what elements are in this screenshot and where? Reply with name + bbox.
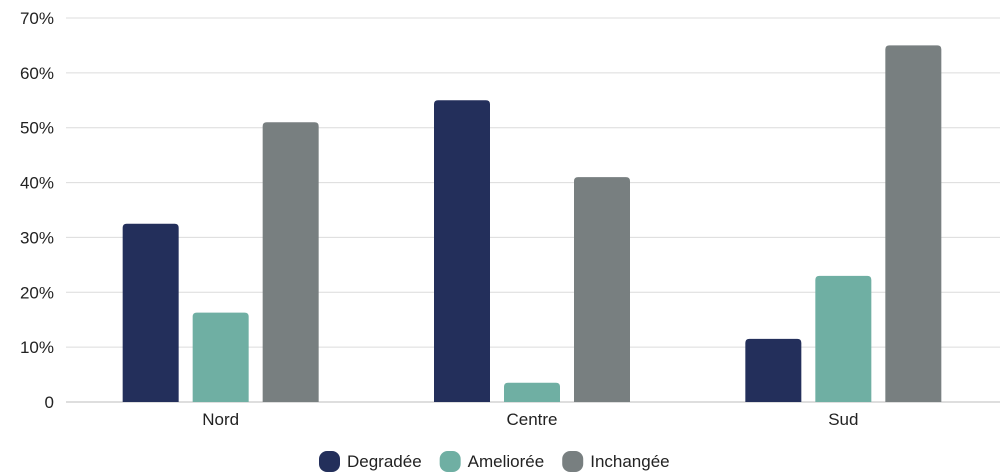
- bar-nord-1: [122, 223, 179, 402]
- bar-sud-1: [745, 338, 802, 402]
- legend-swatch: [439, 451, 461, 472]
- y-axis-ticks: 0 10% 20% 30% 40% 50% 60% 70%: [20, 9, 54, 412]
- bars: [122, 45, 942, 403]
- x-category-label: Centre: [506, 410, 557, 429]
- y-tick-label: 10%: [20, 338, 54, 357]
- bar-centre-3: [574, 177, 630, 402]
- legend: Degradée Ameliorée Inchangée: [319, 451, 670, 472]
- legend-label: Degradée: [347, 452, 422, 471]
- x-category-label: Nord: [202, 410, 239, 429]
- bar-nord-2: [192, 312, 249, 402]
- bar-centre-1: [434, 100, 490, 403]
- y-tick-label: 50%: [20, 119, 54, 138]
- bar-centre-2: [504, 382, 560, 402]
- legend-label: Ameliorée: [468, 452, 545, 471]
- y-tick-label: 20%: [20, 283, 54, 302]
- y-tick-label: 70%: [20, 9, 54, 28]
- legend-swatch: [319, 451, 340, 472]
- bar-sud-3: [885, 45, 942, 403]
- y-tick-label: 40%: [20, 174, 54, 193]
- y-tick-label: 60%: [20, 64, 54, 83]
- bar-sud-2: [815, 275, 872, 402]
- bar-nord-3: [262, 122, 319, 402]
- y-tick-label: 0: [45, 393, 54, 412]
- legend-swatch: [562, 451, 584, 472]
- legend-label: Inchangée: [590, 452, 669, 471]
- x-category-label: Sud: [828, 410, 858, 429]
- x-axis-labels: Nord Centre Sud: [202, 410, 858, 429]
- y-tick-label: 30%: [20, 228, 54, 247]
